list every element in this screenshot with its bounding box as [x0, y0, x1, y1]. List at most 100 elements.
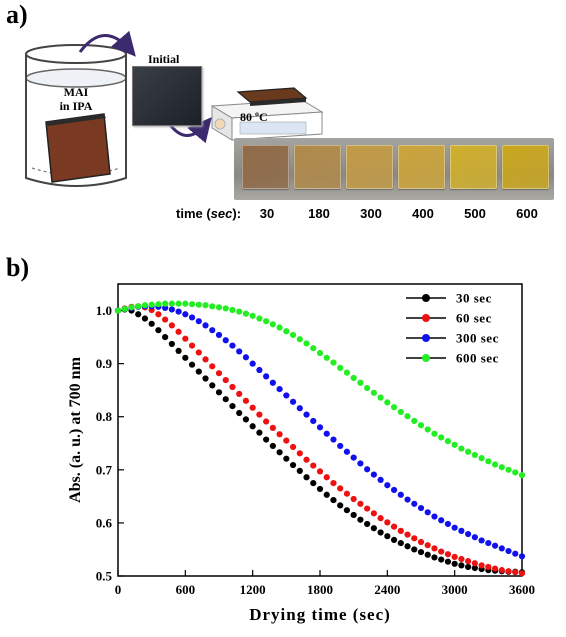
data-point — [370, 389, 377, 396]
y-tick-label: 0.7 — [96, 462, 113, 477]
data-point — [491, 565, 499, 572]
data-point — [276, 449, 283, 456]
data-point — [316, 485, 324, 493]
data-point — [377, 529, 384, 536]
data-point — [162, 300, 169, 307]
data-point — [350, 374, 357, 382]
data-point — [182, 300, 189, 307]
time-value: 180 — [308, 206, 330, 221]
data-point — [350, 495, 357, 503]
data-point — [310, 462, 317, 469]
data-point — [397, 539, 404, 547]
data-point — [229, 403, 236, 410]
data-point — [498, 567, 505, 574]
data-point — [458, 527, 465, 534]
film-slide — [398, 145, 445, 189]
data-point — [209, 303, 216, 310]
data-point — [175, 328, 182, 335]
data-point — [323, 474, 330, 481]
data-point — [303, 456, 310, 463]
data-point — [411, 417, 418, 425]
data-point — [229, 342, 236, 349]
data-point — [390, 486, 398, 494]
data-point — [202, 375, 209, 382]
data-point — [478, 537, 485, 544]
panel-a-label: a) — [6, 0, 28, 29]
data-point — [357, 460, 364, 467]
data-point — [289, 331, 297, 339]
data-point — [343, 507, 351, 514]
data-point — [114, 307, 122, 314]
data-point — [370, 471, 377, 478]
data-point — [249, 360, 256, 367]
data-point — [323, 430, 330, 437]
time-value: 400 — [412, 206, 434, 221]
data-point — [465, 448, 472, 455]
data-point — [296, 450, 303, 457]
x-tick-label: 3000 — [442, 582, 468, 597]
time-value: 300 — [360, 206, 382, 221]
data-point — [471, 560, 478, 567]
data-point — [431, 513, 438, 520]
data-point — [451, 560, 458, 567]
data-point — [518, 553, 526, 560]
data-point — [296, 405, 303, 412]
data-point — [269, 321, 276, 328]
data-point — [202, 356, 209, 363]
data-point — [316, 349, 324, 357]
data-point — [384, 399, 391, 406]
data-point — [343, 448, 351, 455]
data-point — [390, 404, 398, 411]
data-point — [512, 569, 519, 576]
data-point — [303, 411, 310, 418]
data-point — [229, 383, 236, 391]
data-point — [195, 349, 202, 356]
data-point — [330, 479, 337, 487]
data-point — [337, 502, 344, 509]
data-point — [431, 430, 438, 437]
data-point — [310, 479, 317, 487]
data-point — [357, 500, 364, 507]
data-point — [330, 359, 337, 366]
data-point — [444, 520, 452, 528]
data-point — [135, 303, 142, 310]
data-point — [364, 384, 371, 392]
data-point — [485, 563, 492, 571]
x-tick-label: 3600 — [509, 582, 535, 597]
data-point — [485, 458, 492, 465]
data-point — [215, 304, 223, 311]
absorbance-chart: 0 600 1200 1800 2400 3000 3600 0.5 0.6 0.7 0.8 0.9 1… — [0, 270, 566, 632]
data-point — [357, 379, 364, 386]
data-point — [377, 394, 384, 401]
data-point — [411, 500, 418, 507]
data-point — [256, 429, 263, 436]
data-point — [458, 445, 465, 452]
data-point — [478, 455, 485, 462]
film-slide — [346, 145, 393, 189]
data-point — [316, 468, 324, 475]
data-point — [215, 389, 223, 396]
data-point — [512, 469, 519, 476]
y-axis-label: Abs. (a. u.) at 700 nm — [67, 356, 84, 502]
chart-svg: 0 600 1200 1800 2400 3000 3600 0.5 0.6 0.7 0.8 0.9 1… — [67, 283, 535, 624]
data-point — [168, 340, 175, 348]
data-point — [505, 466, 512, 473]
data-point — [465, 558, 472, 565]
data-point — [148, 320, 155, 327]
data-point — [451, 553, 458, 560]
data-point — [417, 422, 425, 429]
data-point — [182, 354, 189, 361]
data-point — [384, 519, 391, 526]
x-axis-label: Drying time (sec) — [249, 605, 391, 624]
data-point — [397, 491, 404, 498]
data-point — [263, 418, 270, 425]
film-slide — [242, 145, 289, 189]
legend-label: 600 sec — [456, 351, 499, 366]
data-point — [242, 416, 250, 423]
data-point — [121, 305, 128, 313]
data-point — [451, 441, 458, 448]
data-point — [343, 369, 351, 376]
data-point — [364, 505, 371, 512]
data-point — [242, 397, 250, 404]
data-point — [162, 304, 169, 311]
